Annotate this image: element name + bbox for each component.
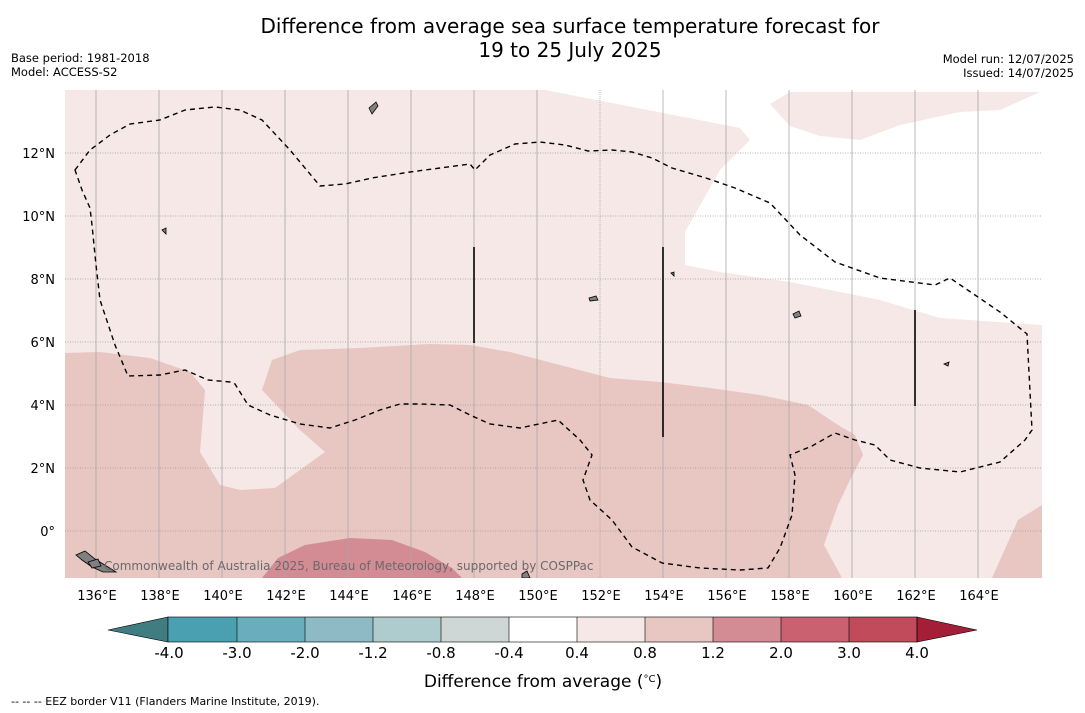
eez-footnote: -- -- -- EEZ border V11 (Flanders Marine… — [11, 695, 320, 708]
title-line-2: 19 to 25 July 2025 — [478, 38, 662, 62]
colorbar-tick: 0.8 — [633, 644, 657, 662]
island-center-1 — [588, 295, 599, 302]
lon-label: 150°E — [518, 589, 558, 604]
colorbar-tick: -0.4 — [494, 644, 523, 662]
colorbar-outline — [167, 616, 918, 643]
lon-label: 152°E — [581, 589, 621, 604]
lat-label: 4°N — [31, 399, 56, 414]
colorbar-bin — [305, 617, 373, 642]
lon-label: 162°E — [896, 589, 936, 604]
colorbar-over-arrow — [916, 616, 978, 643]
colorbar-bin — [577, 617, 645, 642]
colorbar-bin — [849, 617, 917, 642]
colorbar-tick-labels: -4.0 -3.0 -2.0 -1.2 -0.8 -0.4 0.4 0.8 1.… — [154, 644, 929, 662]
colorbar-tick: -4.0 — [154, 644, 183, 662]
lon-label: 158°E — [770, 589, 810, 604]
colorbar-bin — [237, 617, 305, 642]
colorbar-tick: -1.2 — [358, 644, 387, 662]
colorbar-tick: -3.0 — [222, 644, 251, 662]
anomaly-layer-1.2-2.0 — [262, 538, 462, 578]
colorbar-label: Difference from average (°C) — [424, 672, 662, 692]
lon-label: 148°E — [455, 589, 495, 604]
islands — [75, 101, 950, 578]
anomaly-layer-white-northeast — [545, 90, 1042, 325]
island-east-1 — [792, 310, 802, 319]
colorbar-tick: 0.4 — [565, 644, 589, 662]
colorbar-tick: 4.0 — [905, 644, 929, 662]
island-west-1 — [161, 227, 167, 235]
title-line-1: Difference from average sea surface temp… — [260, 14, 880, 38]
issued-text: Issued: 14/07/2025 — [963, 66, 1074, 80]
lon-label: 164°E — [959, 589, 999, 604]
base-period-text: Base period: 1981-2018 — [11, 51, 150, 65]
lon-label: 140°E — [203, 589, 243, 604]
map-title: Difference from average sea surface temp… — [0, 14, 1085, 62]
model-run-text: Model run: 12/07/2025 — [942, 52, 1074, 66]
latitude-gridlines — [65, 152, 1042, 532]
island-center-2 — [670, 271, 675, 277]
model-name-text: Model: ACCESS-S2 — [11, 65, 118, 79]
colorbar: -4.0 -3.0 -2.0 -1.2 -0.8 -0.4 0.4 0.8 1.… — [107, 616, 978, 692]
colorbar-bin — [373, 617, 441, 642]
lon-label: 156°E — [707, 589, 747, 604]
lon-label: 154°E — [644, 589, 684, 604]
colorbar-tick: -2.0 — [290, 644, 319, 662]
vertical-marker-lines — [473, 247, 916, 437]
map-plot-area: Commonwealth of Australia 2025, Bureau o… — [65, 90, 1042, 578]
colorbar-bin — [713, 617, 781, 642]
island-east-2 — [943, 361, 950, 367]
lat-label: 10°N — [22, 210, 55, 225]
colorbar-tick: 3.0 — [837, 644, 861, 662]
lon-label: 144°E — [329, 589, 369, 604]
lon-label: 160°E — [833, 589, 873, 604]
latitude-tick-labels: 12°N 10°N 8°N 6°N 4°N 2°N 0° — [22, 147, 55, 540]
colorbar-bin — [645, 617, 713, 642]
lat-label: 8°N — [31, 273, 56, 288]
anomaly-layer-top-right-patch-2 — [985, 90, 1040, 92]
colorbar-bin — [781, 617, 849, 642]
island-north — [368, 101, 379, 115]
colorbar-tick: 1.2 — [701, 644, 725, 662]
anomaly-layer-0.8-1.2-east — [992, 505, 1042, 578]
island-southwest-2 — [87, 558, 102, 569]
map-credit: Commonwealth of Australia 2025, Bureau o… — [104, 559, 594, 573]
lon-label: 146°E — [392, 589, 432, 604]
anomaly-layer-top-right-patch — [770, 92, 1040, 140]
colorbar-dividers — [236, 617, 850, 642]
lat-label: 0° — [40, 525, 55, 540]
colorbar-tick: 2.0 — [769, 644, 793, 662]
lat-label: 6°N — [31, 336, 56, 351]
lat-label: 12°N — [22, 147, 55, 162]
lon-label: 138°E — [140, 589, 180, 604]
colorbar-tick: -0.8 — [426, 644, 455, 662]
model-info: Base period: 1981-2018 Model: ACCESS-S2 — [11, 51, 150, 79]
lon-label: 136°E — [77, 589, 117, 604]
colorbar-bin — [509, 617, 577, 642]
lon-label: 142°E — [266, 589, 306, 604]
issue-info: Model run: 12/07/2025 Issued: 14/07/2025 — [943, 52, 1074, 80]
colorbar-under-arrow — [107, 616, 169, 643]
longitude-tick-labels: 136°E 138°E 140°E 142°E 144°E 146°E 148°… — [77, 589, 999, 604]
colorbar-bin — [441, 617, 509, 642]
island-south — [521, 570, 531, 578]
colorbar-bin — [168, 617, 237, 642]
lat-label: 2°N — [31, 462, 56, 477]
